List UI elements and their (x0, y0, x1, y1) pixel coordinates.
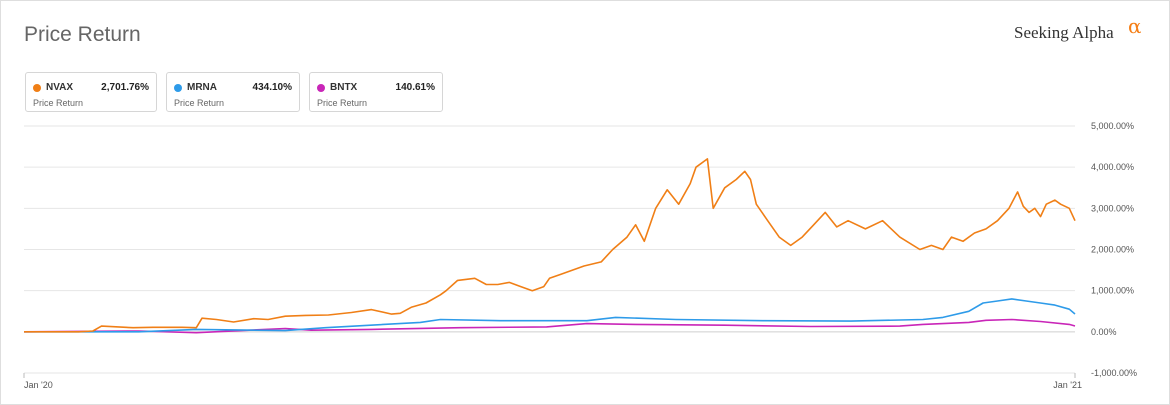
y-tick-label: 0.00% (1091, 327, 1117, 337)
legend-ticker: MRNA (187, 82, 217, 93)
legend-item-nvax[interactable]: NVAX 2,701.76% Price Return (25, 72, 157, 112)
legend-subtitle: Price Return (317, 98, 368, 108)
y-tick-label: 5,000.00% (1091, 121, 1134, 131)
series-dot-icon (174, 84, 182, 92)
y-tick-label: -1,000.00% (1091, 368, 1137, 378)
legend-value: 2,701.76% (101, 82, 149, 93)
series-line-mrna (24, 298, 1076, 333)
y-tick-label: 4,000.00% (1091, 162, 1134, 172)
alpha-icon: α (1128, 14, 1142, 38)
legend-subtitle: Price Return (174, 98, 225, 108)
legend-item-bntx[interactable]: BNTX 140.61% Price Return (309, 72, 443, 112)
y-tick-label: 3,000.00% (1091, 203, 1134, 213)
legend-item-mrna[interactable]: MRNA 434.10% Price Return (166, 72, 300, 112)
legend-subtitle: Price Return (33, 98, 84, 108)
legend-value: 434.10% (252, 82, 292, 93)
x-tick-label: Jan '20 (24, 380, 53, 390)
series-dot-icon (33, 84, 41, 92)
series-line-bntx (23, 318, 1076, 334)
legend-ticker: NVAX (46, 82, 74, 93)
x-tick-label: Jan '21 (1053, 380, 1082, 390)
series-line-nvax (24, 158, 1076, 333)
legend-ticker: BNTX (330, 82, 358, 93)
page-title: Price Return (24, 23, 141, 46)
y-tick-label: 1,000.00% (1091, 286, 1134, 296)
brand-logo: Seeking Alpha α (1014, 14, 1142, 43)
series-dot-icon (317, 84, 325, 92)
y-tick-label: 2,000.00% (1091, 245, 1134, 255)
legend-value: 140.61% (395, 82, 435, 93)
brand-name: Seeking Alpha (1014, 23, 1114, 42)
